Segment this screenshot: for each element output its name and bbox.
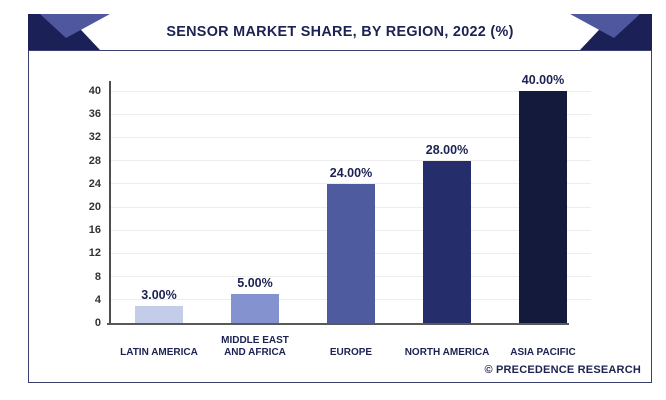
y-axis-tick-label: 12 [88, 247, 101, 260]
y-axis-tick-label: 8 [94, 270, 101, 283]
ribbon-right-purple-shape [570, 14, 640, 38]
x-axis-category-label: LATIN AMERICA [120, 347, 198, 358]
y-axis-tick-label: 32 [88, 131, 101, 144]
y-axis-tick-label: 0 [94, 317, 101, 329]
gridline-40 [111, 90, 591, 92]
y-axis-tick-label: 20 [88, 201, 101, 213]
ribbon-decoration [28, 14, 652, 50]
chart-title: SENSOR MARKET SHARE, BY REGION, 2022 (%) [166, 23, 514, 40]
y-axis-tick-label: 16 [88, 224, 101, 237]
bar-europe: 24.00% [327, 166, 375, 323]
bar-value-label: 5.00% [237, 276, 273, 290]
x-axis-category-label: EUROPE [329, 347, 373, 358]
x-axis-category-label: NORTH AMERICA [404, 347, 490, 358]
bar-asia-pacific: 40.00% [519, 73, 567, 323]
bar-latin-america: 3.00% [135, 288, 183, 323]
y-axis-tick-label: 36 [88, 108, 101, 121]
bar-north-america: 28.00% [423, 143, 471, 323]
bar-value-label: 3.00% [141, 287, 177, 302]
gridline-28 [111, 160, 591, 162]
bar-value-label: 28.00% [425, 142, 469, 157]
category-band: 5.00% MIDDLE EAST AND AFRICA [207, 91, 303, 358]
x-axis-category-label: MIDDLE EAST AND AFRICA [221, 335, 289, 358]
gridline-36 [111, 113, 591, 115]
y-axis-tick-label: 4 [94, 293, 101, 306]
y-axis-line [109, 81, 111, 325]
y-axis-tick-label: 24 [88, 177, 101, 190]
bar-middle-east-and-africa: 5.00% [231, 276, 279, 323]
x-axis-line [107, 323, 569, 325]
category-band: 3.00% LATIN AMERICA [111, 91, 207, 358]
gridline-24 [111, 183, 591, 185]
chart-figure: SENSOR MARKET SHARE, BY REGION, 2022 (%)… [28, 14, 652, 383]
category-band: 28.00% NORTH AMERICA [399, 91, 495, 358]
category-band: 24.00% EUROPE [303, 91, 399, 358]
chart-area: 0 4 8 12 16 20 24 28 32 36 40 3.00% LATIN AMERICA 5.0… [28, 50, 652, 383]
bar-value-label: 40.00% [521, 73, 565, 87]
category-band: 40.00% ASIA PACIFIC [495, 73, 591, 358]
y-axis-tick-label: 40 [88, 85, 101, 97]
plot-area: 0 4 8 12 16 20 24 28 32 36 40 3.00% LATIN AMERICA 5.0… [89, 73, 591, 358]
brand-credit: © PRECEDENCE RESEARCH [484, 364, 641, 376]
ribbon-left-purple-shape [40, 14, 110, 38]
bar-value-label: 24.00% [329, 165, 373, 180]
y-axis-tick-label: 28 [88, 154, 101, 167]
title-ribbon: SENSOR MARKET SHARE, BY REGION, 2022 (%) [28, 14, 652, 50]
x-axis-category-label: ASIA PACIFIC [510, 347, 576, 358]
gridline-32 [111, 136, 591, 138]
